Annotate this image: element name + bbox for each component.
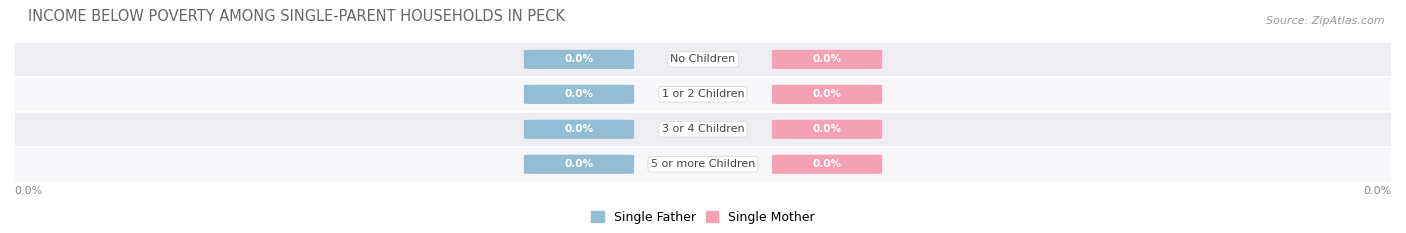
Text: 0.0%: 0.0% — [564, 124, 593, 134]
Text: 0.0%: 0.0% — [813, 124, 842, 134]
FancyBboxPatch shape — [772, 50, 882, 69]
Text: 0.0%: 0.0% — [813, 55, 842, 64]
FancyBboxPatch shape — [524, 155, 634, 174]
Text: 3 or 4 Children: 3 or 4 Children — [662, 124, 744, 134]
Text: Source: ZipAtlas.com: Source: ZipAtlas.com — [1267, 16, 1385, 26]
FancyBboxPatch shape — [524, 50, 634, 69]
Bar — [782, 120, 872, 138]
Text: 0.0%: 0.0% — [564, 89, 593, 99]
Bar — [14, 112, 1392, 147]
Bar — [534, 120, 624, 138]
FancyBboxPatch shape — [772, 155, 882, 174]
Text: 0.0%: 0.0% — [14, 186, 42, 196]
Bar — [534, 50, 624, 69]
Text: 0.0%: 0.0% — [564, 55, 593, 64]
Bar — [534, 85, 624, 103]
Text: 0.0%: 0.0% — [564, 159, 593, 169]
Text: 0.0%: 0.0% — [813, 159, 842, 169]
Bar — [14, 77, 1392, 112]
Text: INCOME BELOW POVERTY AMONG SINGLE-PARENT HOUSEHOLDS IN PECK: INCOME BELOW POVERTY AMONG SINGLE-PARENT… — [28, 9, 565, 24]
Text: No Children: No Children — [671, 55, 735, 64]
Bar — [782, 50, 872, 69]
Legend: Single Father, Single Mother: Single Father, Single Mother — [586, 206, 820, 229]
Text: 0.0%: 0.0% — [813, 89, 842, 99]
Text: 5 or more Children: 5 or more Children — [651, 159, 755, 169]
Text: 1 or 2 Children: 1 or 2 Children — [662, 89, 744, 99]
FancyBboxPatch shape — [524, 85, 634, 104]
Bar — [782, 155, 872, 173]
Text: 0.0%: 0.0% — [1364, 186, 1392, 196]
Bar — [14, 42, 1392, 77]
Bar — [534, 155, 624, 173]
Bar — [782, 85, 872, 103]
FancyBboxPatch shape — [524, 120, 634, 139]
FancyBboxPatch shape — [772, 85, 882, 104]
FancyBboxPatch shape — [772, 120, 882, 139]
Bar — [14, 147, 1392, 182]
